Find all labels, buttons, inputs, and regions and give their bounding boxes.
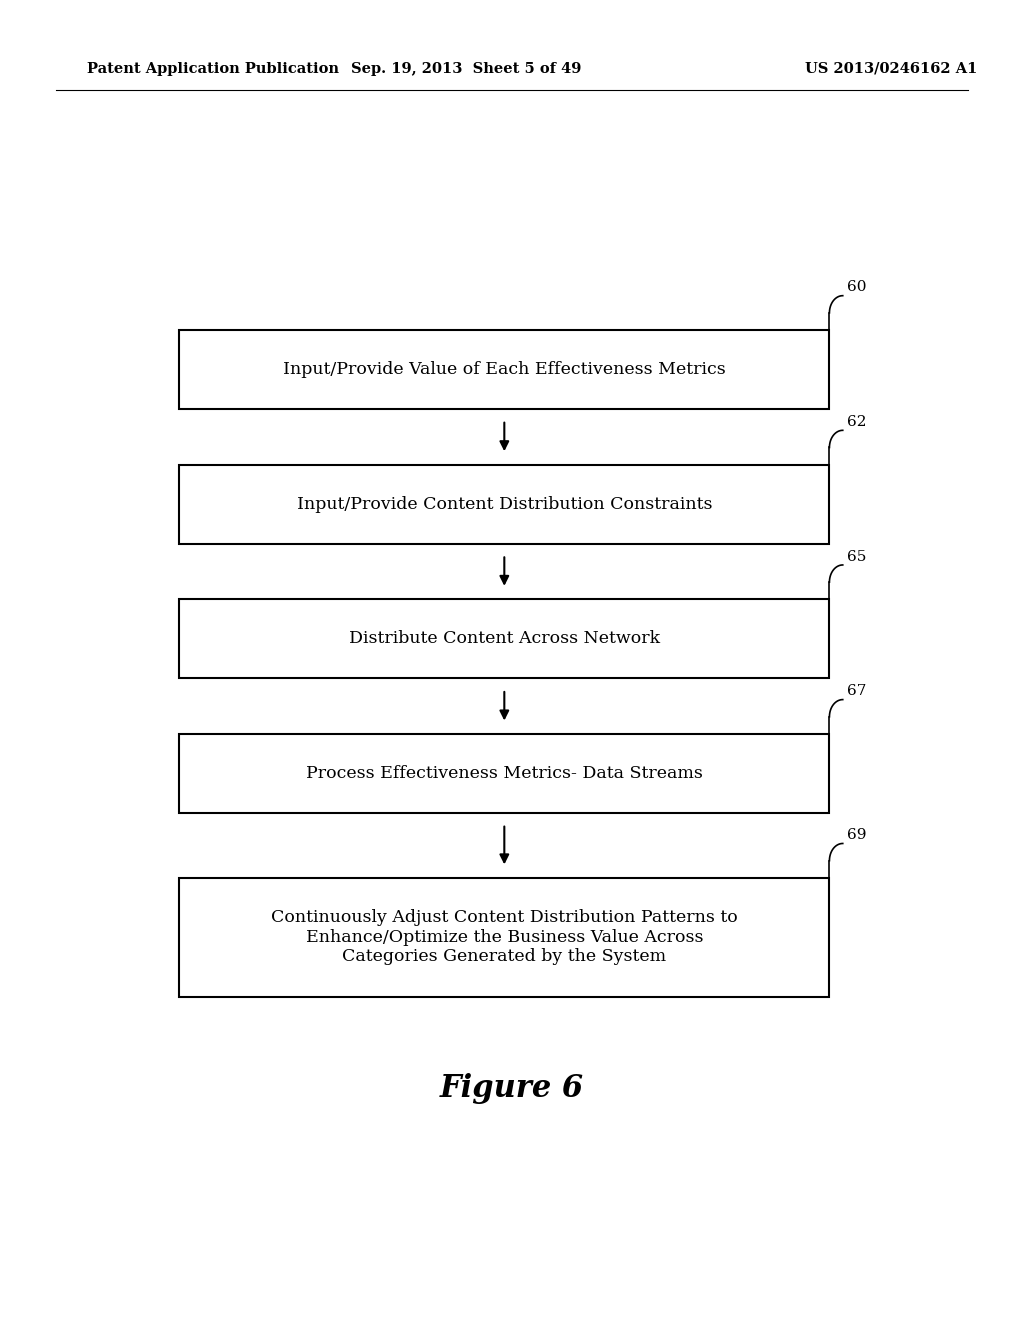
Bar xyxy=(179,599,829,678)
Text: US 2013/0246162 A1: US 2013/0246162 A1 xyxy=(805,62,977,75)
Bar xyxy=(179,330,829,409)
Text: Continuously Adjust Content Distribution Patterns to
Enhance/Optimize the Busine: Continuously Adjust Content Distribution… xyxy=(271,909,737,965)
Bar xyxy=(179,878,829,997)
Text: 69: 69 xyxy=(847,828,866,842)
Text: Input/Provide Content Distribution Constraints: Input/Provide Content Distribution Const… xyxy=(297,496,712,512)
Text: Distribute Content Across Network: Distribute Content Across Network xyxy=(349,631,659,647)
Text: 62: 62 xyxy=(847,414,866,429)
Text: 60: 60 xyxy=(847,280,866,294)
Bar xyxy=(179,734,829,813)
Text: Input/Provide Value of Each Effectiveness Metrics: Input/Provide Value of Each Effectivenes… xyxy=(283,362,726,378)
Text: 65: 65 xyxy=(847,549,866,564)
Text: Process Effectiveness Metrics- Data Streams: Process Effectiveness Metrics- Data Stre… xyxy=(306,766,702,781)
Text: Patent Application Publication: Patent Application Publication xyxy=(87,62,339,75)
Text: Sep. 19, 2013  Sheet 5 of 49: Sep. 19, 2013 Sheet 5 of 49 xyxy=(351,62,581,75)
Text: Figure 6: Figure 6 xyxy=(440,1073,584,1105)
Text: 67: 67 xyxy=(847,684,866,698)
Bar xyxy=(179,465,829,544)
